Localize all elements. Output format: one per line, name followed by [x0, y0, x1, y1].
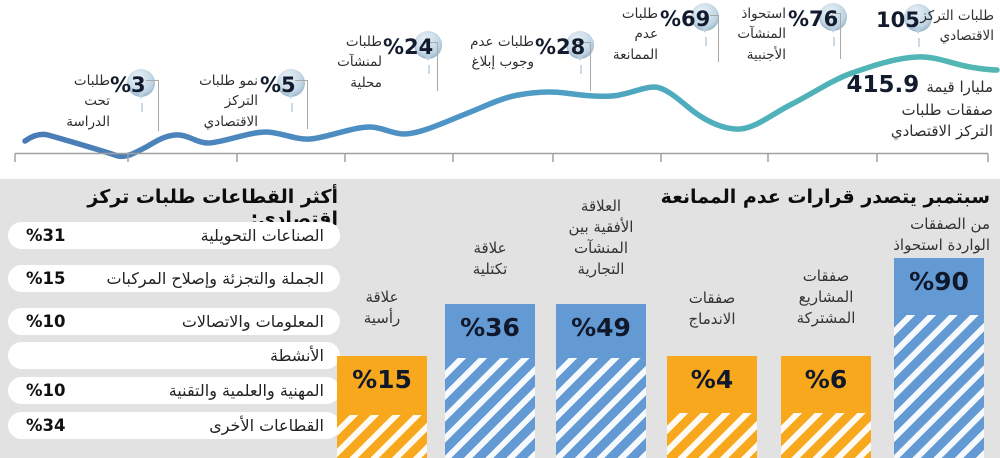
callout-label: طلبات عدم وجوب إبلاغ [470, 34, 534, 71]
sector-label: الأنشطة [270, 346, 324, 365]
callout-connector [424, 42, 438, 91]
bar-label: العلاقة الأفقية بين المنشآت التجارية [568, 197, 634, 278]
x-axis [14, 152, 989, 162]
sector-row: %34 القطاعات الأخرى [8, 412, 340, 439]
bar-value: %36 [460, 313, 520, 342]
bar-acquisition-deals: %90 [894, 258, 984, 458]
hatch-pattern [667, 413, 757, 458]
bar-label: من الصفقات الواردة استحواذ [893, 215, 990, 254]
callout-value: %76 [788, 3, 848, 46]
sector-value: %10 [26, 381, 66, 400]
trend-line-chart [14, 54, 1000, 162]
callout-value: %3 [110, 69, 155, 112]
hatch-pattern [781, 413, 871, 458]
hatch-pattern [445, 358, 535, 458]
callout-value: %28 [535, 31, 595, 74]
callout-value: %69 [660, 3, 720, 46]
balloon-icon [566, 31, 595, 74]
bar-conglomerate-relation: %36 [445, 304, 535, 458]
callout-connector [832, 13, 841, 59]
callout-value: %24 [383, 31, 443, 74]
callout-label: طلبات لمنشآت محلية [337, 34, 382, 91]
callout-value: %5 [260, 69, 305, 112]
stat-caption: صفقات طلبات التركز الاقتصادي [890, 101, 993, 140]
callout-connector [295, 80, 308, 129]
bar-label: علاقة تكتلية [472, 239, 508, 278]
balloon-icon [903, 4, 932, 47]
sector-row: الأنشطة [8, 342, 340, 369]
callout-label: طلبات التركز الاقتصادي [920, 8, 994, 45]
bar-horizontal-relation: %49 [556, 304, 646, 458]
bar-value: %15 [352, 365, 412, 394]
bar-label: صفقات الاندماج [688, 289, 736, 328]
bar-value: %90 [909, 267, 969, 296]
bar-value: %6 [804, 365, 848, 394]
callout-value: 105 [876, 4, 932, 47]
sector-value: %15 [26, 269, 66, 288]
callout-label: استحواذ المنشآت الأجنبية [737, 6, 786, 63]
decisions-panel-title: سبتمبر يتصدر قرارات عدم الممانعة [660, 186, 990, 208]
sector-label: المعلومات والاتصالات [181, 312, 324, 331]
sector-value: %34 [26, 416, 66, 435]
bar-label: علاقة رأسية [363, 288, 401, 327]
sector-label: المهنية والعلمية والتقنية [168, 381, 324, 400]
bar-value: %4 [690, 365, 734, 394]
sector-row: %10 المعلومات والاتصالات [8, 308, 340, 335]
balloon-icon [691, 3, 720, 46]
stat-number: 415.9 [846, 72, 920, 98]
balloon-icon [819, 3, 848, 46]
bar-value: %49 [571, 313, 631, 342]
stat-unit: مليارا قيمة [926, 78, 993, 96]
sector-value: %31 [26, 226, 66, 245]
bar-vertical-relation: %15 [337, 356, 427, 458]
bar-joint-venture-deals: %6 [781, 356, 871, 458]
bar-label: صفقات المشاريع المشتركة [796, 267, 856, 327]
bar-merger-deals: %4 [667, 356, 757, 458]
balloon-icon [126, 69, 155, 112]
hatch-pattern [894, 315, 984, 458]
callout-label: نمو طلبات التركز الاقتصادي [199, 73, 258, 130]
callout-connector [577, 42, 591, 91]
callout-label: طلبات عدم الممانعة [612, 6, 658, 63]
callout-connector [146, 80, 159, 131]
callout-connector [710, 15, 719, 62]
hatch-pattern [337, 415, 427, 458]
sector-value: %10 [26, 312, 66, 331]
sector-row: %15 الجملة والتجزئة وإصلاح المركبات [8, 265, 340, 292]
sector-row: %31 الصناعات التحويلية [8, 222, 340, 249]
callout-label: طلبات تحت الدراسة [66, 73, 110, 130]
sector-label: الصناعات التحويلية [200, 226, 324, 245]
balloon-icon [276, 69, 305, 112]
deals-value-stat: 415.9 مليارا قيمة صفقات طلبات التركز الا… [790, 74, 993, 142]
hatch-pattern [556, 358, 646, 458]
sector-row: %10 المهنية والعلمية والتقنية [8, 377, 340, 404]
trend-line [22, 54, 1000, 160]
sector-label: الجملة والتجزئة وإصلاح المركبات [106, 269, 324, 288]
sector-label: القطاعات الأخرى [209, 416, 324, 435]
